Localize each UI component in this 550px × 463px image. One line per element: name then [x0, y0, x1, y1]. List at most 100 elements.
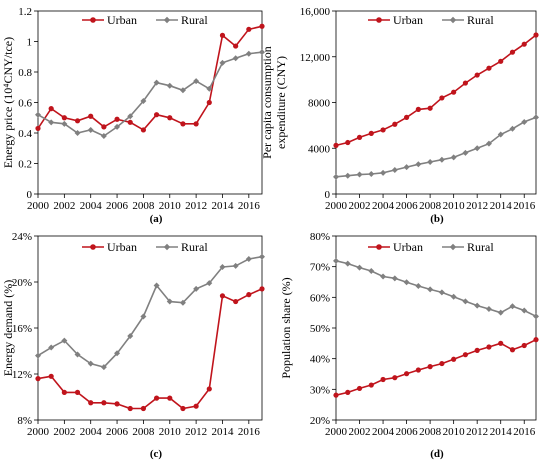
- data-point-rural: [206, 85, 213, 92]
- data-point-urban: [259, 23, 265, 29]
- data-point-urban: [219, 32, 226, 39]
- series-line-rural: [335, 260, 537, 318]
- y-tick-label: 8%: [17, 415, 32, 427]
- series-line-rural: [37, 51, 263, 137]
- y-tick-label: 16%: [12, 323, 32, 335]
- legend-marker-rural: [163, 243, 171, 251]
- data-point-urban: [368, 130, 374, 136]
- data-point-rural: [219, 264, 226, 271]
- legend-marker-rural: [449, 243, 457, 251]
- data-point-rural: [232, 55, 239, 62]
- x-tick-label: 2006: [106, 200, 129, 212]
- data-point-urban: [167, 395, 173, 401]
- data-point-urban: [114, 116, 120, 122]
- data-point-urban: [451, 89, 457, 95]
- data-point-rural: [48, 344, 55, 351]
- x-tick-label: 2004: [372, 200, 395, 212]
- x-tick-label: 2014: [211, 426, 234, 438]
- x-tick-label: 2010: [443, 426, 466, 438]
- data-point-urban: [153, 112, 160, 118]
- x-tick-label: 2000: [27, 426, 50, 438]
- x-tick-label: 2014: [490, 200, 513, 212]
- data-point-rural: [100, 133, 107, 140]
- x-tick-label: 2014: [211, 200, 234, 212]
- data-point-rural: [193, 285, 200, 292]
- data-point-rural: [153, 282, 160, 289]
- x-tick-label: 2016: [238, 200, 261, 212]
- data-point-rural: [140, 313, 147, 320]
- x-tick-label: 2006: [396, 200, 419, 212]
- data-point-rural: [166, 298, 173, 305]
- data-point-urban: [356, 385, 363, 392]
- series-line-urban: [335, 338, 537, 396]
- y-tick-label: 4000: [308, 143, 331, 155]
- y-tick-label: 30%: [310, 384, 330, 396]
- data-point-urban: [368, 382, 374, 388]
- data-point-urban: [114, 401, 120, 407]
- panel-caption: (b): [430, 213, 444, 225]
- data-point-rural: [368, 267, 375, 274]
- legend-marker-rural: [163, 16, 171, 24]
- data-point-urban: [345, 389, 351, 395]
- data-point-rural: [87, 126, 94, 133]
- data-point-urban: [140, 405, 147, 412]
- data-point-urban: [180, 121, 186, 127]
- data-point-urban: [74, 389, 81, 395]
- x-tick-label: 2006: [106, 426, 129, 438]
- data-point-urban: [167, 115, 173, 121]
- data-point-rural: [521, 307, 528, 314]
- y-axis-label: expenditure (CNY): [274, 56, 288, 149]
- chart-panel-3: 8%12%16%20%24%2000 2002 2004 2006 2008 2010 20…: [1, 231, 265, 460]
- y-tick-label: 0.4: [18, 128, 32, 140]
- data-point-rural: [35, 352, 41, 359]
- data-point-urban: [35, 376, 41, 382]
- chart-panel-2: 0 4000 8000 12,000 16,000 2000 2002 2004 2006 200…: [260, 6, 539, 225]
- data-point-urban: [533, 337, 539, 343]
- data-point-urban: [88, 400, 94, 406]
- data-point-urban: [35, 125, 41, 132]
- data-point-rural: [114, 123, 121, 130]
- data-point-urban: [392, 375, 398, 381]
- data-point-urban: [233, 43, 239, 49]
- data-point-urban: [498, 340, 504, 346]
- data-point-urban: [439, 360, 445, 367]
- legend-label-urban: Urban: [393, 13, 423, 27]
- data-point-urban: [219, 293, 226, 299]
- x-tick-label: 2016: [238, 426, 261, 438]
- data-point-urban: [521, 342, 527, 349]
- legend-marker-urban: [90, 17, 96, 23]
- series-line-rural: [37, 255, 263, 368]
- data-point-rural: [427, 286, 434, 293]
- x-tick-label: 2012: [185, 200, 207, 212]
- data-point-urban: [333, 142, 339, 148]
- legend-label-urban: Urban: [107, 13, 137, 27]
- legend-marker-urban: [376, 17, 382, 23]
- data-point-rural: [521, 118, 528, 125]
- data-point-urban: [345, 139, 351, 146]
- data-point-rural: [403, 279, 410, 286]
- data-point-rural: [533, 114, 539, 121]
- y-axis-label: Population share (%): [279, 277, 293, 378]
- x-tick-label: 2010: [443, 200, 466, 212]
- data-point-rural: [87, 360, 94, 367]
- data-point-rural: [497, 309, 504, 316]
- chart-panel-4: 20% 30% 40% 50% 60% 70% 80% 2000 2002 2004 2006 200…: [279, 231, 539, 460]
- data-point-urban: [101, 400, 107, 406]
- data-point-urban: [193, 403, 199, 409]
- data-point-rural: [380, 273, 387, 280]
- legend-label-rural: Rural: [467, 240, 494, 254]
- data-point-urban: [451, 356, 457, 362]
- data-point-urban: [474, 347, 480, 353]
- data-point-urban: [392, 121, 398, 127]
- y-tick-label: 60%: [310, 292, 330, 304]
- data-point-rural: [368, 170, 375, 177]
- data-point-rural: [333, 257, 339, 264]
- data-point-rural: [450, 293, 457, 300]
- y-tick-label: 0: [325, 189, 331, 201]
- data-point-urban: [246, 26, 252, 32]
- plot-frame: [37, 10, 263, 195]
- data-point-urban: [88, 113, 94, 119]
- x-tick-label: 2002: [349, 200, 371, 212]
- data-point-urban: [403, 114, 410, 120]
